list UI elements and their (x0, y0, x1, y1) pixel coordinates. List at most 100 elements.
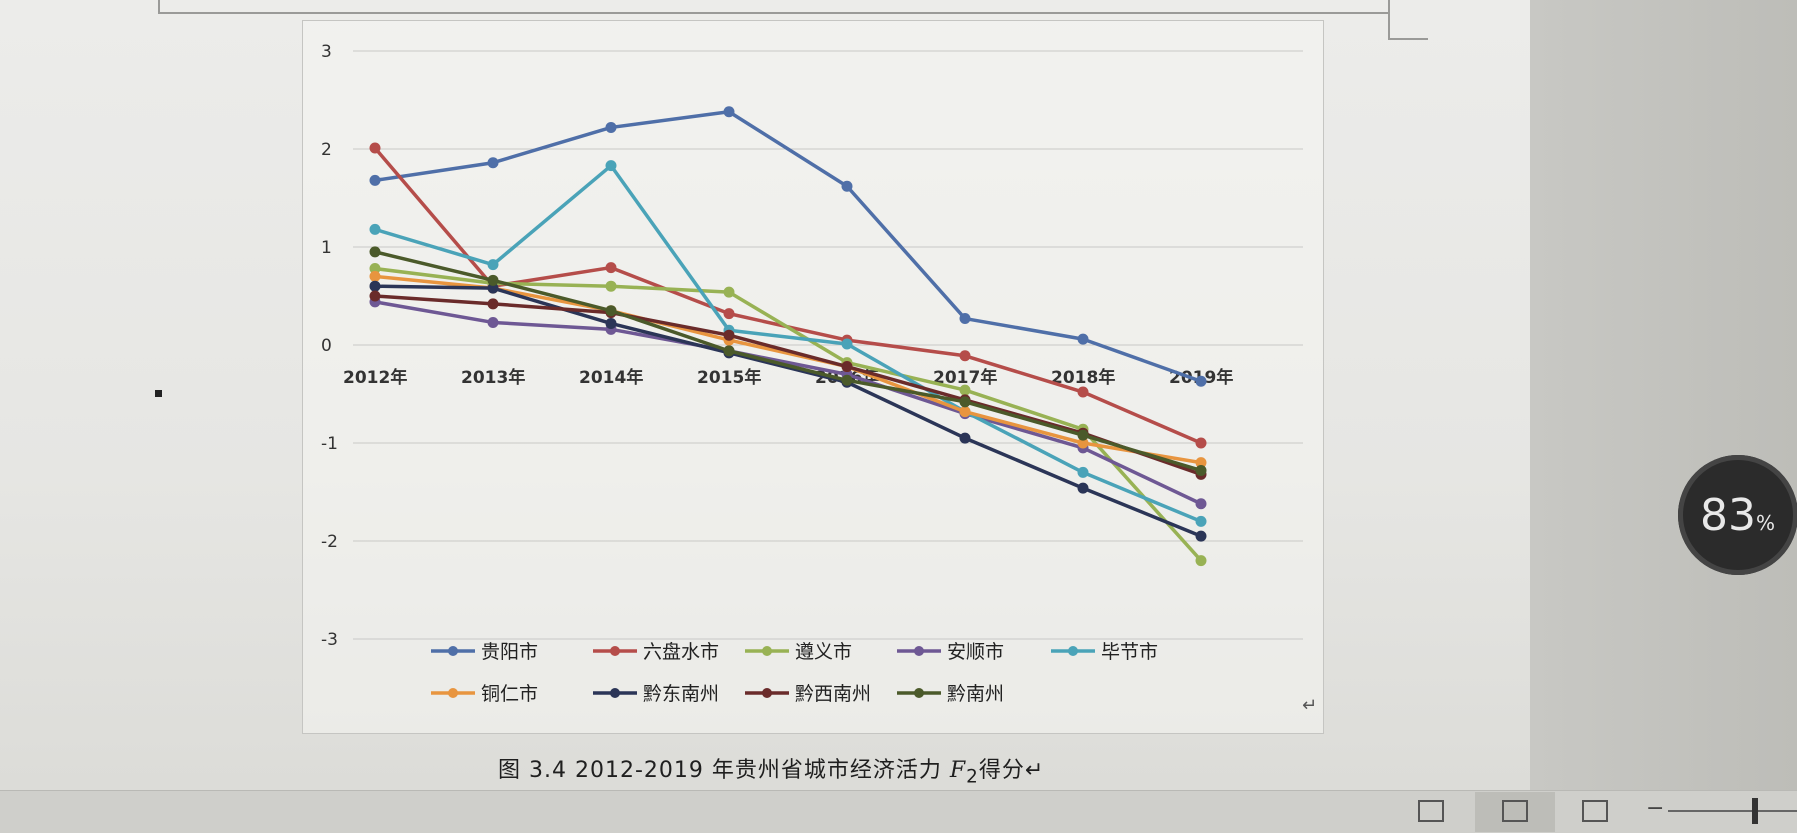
legend-item[interactable]: 铜仁市 (431, 683, 538, 705)
legend-label: 六盘水市 (643, 641, 719, 663)
legend-swatch-marker (448, 688, 458, 698)
data-point (1077, 333, 1089, 345)
x-tick-label: 2013年 (461, 367, 525, 388)
series-line (373, 146, 1202, 445)
data-point (605, 121, 617, 133)
legend-label: 贵阳市 (481, 641, 538, 663)
data-point (605, 317, 617, 329)
data-point (1195, 375, 1207, 387)
x-tick-label: 2015年 (697, 367, 761, 388)
series-lines (369, 106, 1207, 567)
data-point (1077, 386, 1089, 398)
legend-item[interactable]: 黔西南州 (745, 683, 871, 705)
read-mode-icon[interactable] (1418, 800, 1444, 822)
zoom-slider-thumb[interactable] (1752, 798, 1758, 824)
data-point (841, 180, 853, 192)
legend-swatch-marker (610, 646, 620, 656)
print-layout-icon[interactable] (1502, 800, 1528, 822)
legend-item[interactable]: 遵义市 (745, 641, 852, 663)
legend-label: 安顺市 (947, 641, 1004, 663)
data-point (841, 361, 853, 373)
legend-item[interactable]: 六盘水市 (593, 641, 719, 663)
caption-suffix: 得分 (978, 758, 1025, 783)
caption-f-letter: F (949, 758, 967, 783)
data-point (1077, 466, 1089, 478)
y-tick-label: 2 (321, 140, 332, 160)
page-corner-mark (1388, 0, 1390, 40)
series-9 (369, 246, 1207, 476)
zoom-value: 83 (1700, 490, 1756, 541)
data-point (605, 262, 617, 274)
x-tick-label: 2018年 (1051, 367, 1115, 388)
page-corner-mark (158, 0, 160, 14)
zoom-percentage: 83% (1700, 490, 1775, 541)
data-point (1195, 464, 1207, 476)
figure-caption: 图 3.4 2012-2019 年贵州省城市经济活力 F2得分↵ (498, 752, 1044, 787)
data-point (959, 432, 971, 444)
data-point (369, 246, 381, 258)
data-point (1077, 429, 1089, 441)
y-tick-label: -2 (321, 532, 338, 552)
data-point (487, 157, 499, 169)
data-point (723, 329, 735, 341)
legend-item[interactable]: 黔南州 (897, 683, 1004, 705)
x-tick-label: 2014年 (579, 367, 643, 388)
legend-label: 毕节市 (1101, 641, 1158, 663)
data-point (369, 223, 381, 235)
zoom-badge[interactable] (1678, 455, 1797, 575)
paragraph-mark: ↵ (1302, 695, 1318, 716)
data-point (369, 280, 381, 292)
data-point (369, 290, 381, 302)
side-panel (1530, 0, 1797, 832)
legend-swatch-marker (762, 646, 772, 656)
data-point (1195, 555, 1207, 567)
legend-swatch-marker (762, 688, 772, 698)
series-line (374, 274, 1202, 465)
data-point (959, 406, 971, 418)
series-line (374, 250, 1202, 473)
series-line (374, 110, 1202, 383)
data-point (841, 338, 853, 350)
legend-item[interactable]: 毕节市 (1051, 641, 1158, 663)
zoom-slider-track[interactable] (1668, 810, 1797, 812)
series-line (374, 266, 1203, 562)
data-point (1195, 498, 1207, 510)
legend-item[interactable]: 黔东南州 (593, 683, 719, 705)
web-layout-icon[interactable] (1582, 800, 1608, 822)
series-line (374, 284, 1202, 538)
y-tick-label: -1 (321, 434, 338, 454)
legend-swatch-marker (1068, 646, 1078, 656)
legend-item[interactable]: 安顺市 (897, 641, 1004, 663)
series-line (374, 294, 1202, 477)
caption-f-subscript: 2 (966, 766, 979, 788)
data-point (959, 313, 971, 325)
legend-label: 黔东南州 (643, 683, 719, 705)
data-point (723, 286, 735, 298)
data-point (369, 174, 381, 186)
data-point (959, 384, 971, 396)
legend-item[interactable]: 贵阳市 (431, 641, 538, 663)
series-line (374, 300, 1202, 506)
data-point (1195, 530, 1207, 542)
paragraph-mark-icon: ↵ (1024, 758, 1045, 783)
legend-label: 黔南州 (947, 683, 1004, 705)
legend-swatch-marker (610, 688, 620, 698)
data-point (369, 142, 381, 154)
zoom-out-icon[interactable]: − (1646, 796, 1665, 821)
data-point (487, 282, 499, 294)
data-point (723, 308, 735, 320)
view-mode-active-highlight (1475, 792, 1555, 832)
series-2 (369, 142, 1207, 449)
page-top-border (160, 12, 1390, 14)
data-point (487, 316, 499, 328)
legend-label: 遵义市 (795, 641, 852, 663)
y-axis-ticks: 3 2 1 0 -1 -2 -3 (321, 42, 338, 650)
caption-prefix: 图 3.4 2012-2019 年贵州省城市经济活力 (498, 758, 950, 783)
data-point (1195, 515, 1207, 527)
y-tick-label: 3 (321, 42, 332, 62)
data-point (959, 350, 971, 362)
